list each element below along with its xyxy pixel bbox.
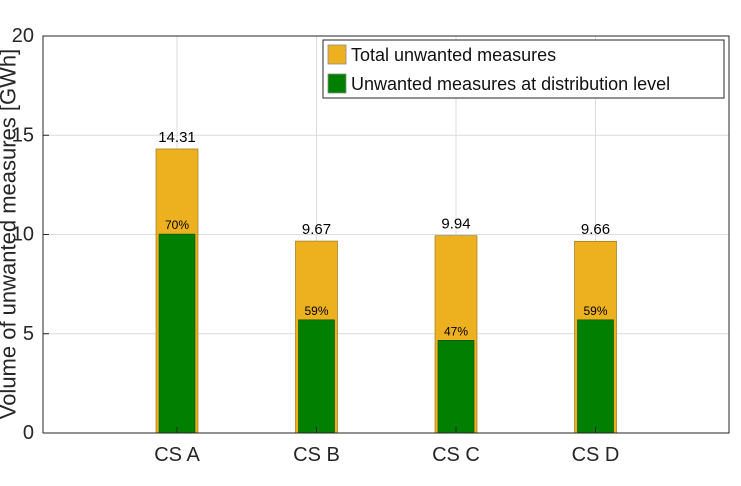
legend: Total unwanted measures Unwanted measure… (322, 39, 725, 99)
data-labels: 14.31 9.67 9.94 9.66 70% 59% 47% 59% (158, 129, 610, 338)
y-tick-label: 10 (12, 224, 34, 246)
bar-distribution-share-label: 70% (165, 218, 189, 232)
legend-swatch-total (327, 44, 347, 65)
legend-label-distribution: Unwanted measures at distribution level (351, 74, 670, 94)
y-tick-label: 15 (12, 124, 34, 146)
y-tick-label: 0 (23, 422, 34, 444)
bar-total-value-label: 14.31 (158, 129, 196, 146)
legend-label-total: Total unwanted measures (351, 45, 556, 65)
bar-distribution-share-label: 59% (583, 304, 607, 318)
x-tick-label: CS B (293, 444, 340, 466)
bar-distribution (577, 319, 614, 434)
x-tick-label: CS C (432, 444, 480, 466)
bar-total-value-label: 9.66 (581, 221, 610, 238)
y-axis-label: Volume of unwanted measures [GWh] (0, 49, 21, 420)
y-tick-label: 20 (12, 25, 34, 47)
axes: 0 5 10 15 20 CS A CS B CS C CS D (12, 25, 620, 466)
bar-distribution-share-label: 47% (444, 324, 468, 338)
bars (155, 148, 617, 434)
bar-distribution (298, 319, 335, 434)
bar-distribution (437, 340, 475, 434)
x-tick-label: CS A (154, 444, 200, 466)
bar-total-value-label: 9.67 (302, 221, 331, 238)
bar-distribution (158, 233, 196, 434)
legend-box (322, 39, 725, 99)
y-tick-label: 5 (23, 323, 34, 345)
x-tick-label: CS D (572, 444, 620, 466)
bar-total-value-label: 9.94 (441, 216, 470, 233)
legend-swatch-distribution (327, 73, 347, 94)
bar-distribution-share-label: 59% (304, 304, 328, 318)
